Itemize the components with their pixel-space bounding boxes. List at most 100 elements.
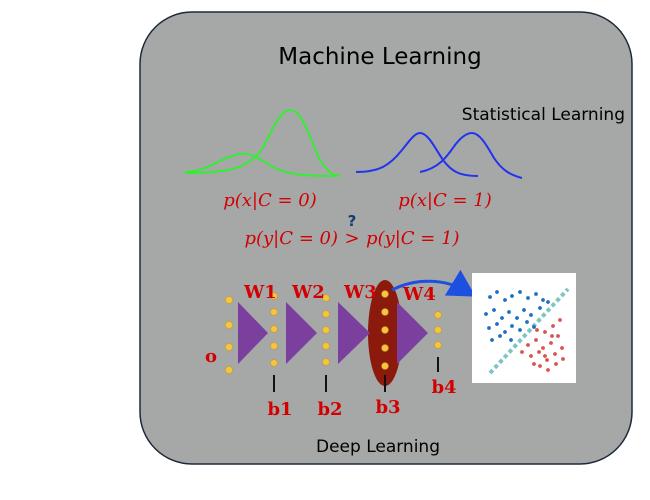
scatter-point xyxy=(490,338,494,342)
scatter-point xyxy=(551,324,555,328)
scatter-point xyxy=(500,316,504,320)
scatter-inset xyxy=(472,273,576,383)
decision-boundary xyxy=(488,287,570,375)
scatter-point xyxy=(545,358,549,362)
scatter-point xyxy=(529,313,533,317)
input-label: o xyxy=(205,346,217,367)
weight-label-4: W4 xyxy=(402,284,436,305)
prob-class1-label: p(x|C = 1) xyxy=(398,190,492,211)
weight-label-3: W3 xyxy=(343,282,377,303)
scatter-point xyxy=(532,325,536,329)
scatter-point xyxy=(546,368,550,372)
neuron xyxy=(322,342,330,350)
bias-label-2: b2 xyxy=(317,399,342,420)
neuron xyxy=(381,344,389,352)
comparison-right: p(y|C = 1) xyxy=(366,228,460,249)
scatter-point xyxy=(543,354,547,358)
neuron xyxy=(434,326,442,334)
prob-class0-label: p(x|C = 0) xyxy=(223,190,317,211)
layer-arrow-3 xyxy=(338,302,370,364)
neuron xyxy=(322,326,330,334)
class0-curve-large xyxy=(184,108,341,177)
neuron xyxy=(434,341,442,349)
class0-points xyxy=(520,318,565,372)
scatter-point xyxy=(518,328,522,332)
scatter-point xyxy=(553,352,557,356)
scatter-point xyxy=(534,292,538,296)
neuron xyxy=(270,325,278,333)
scatter-point xyxy=(556,334,560,338)
scatter-point xyxy=(503,330,507,334)
scatter-point xyxy=(526,296,530,300)
scatter-point xyxy=(529,354,533,358)
scatter-point xyxy=(515,316,519,320)
neuron xyxy=(381,290,389,298)
deep-learning-label: Deep Learning xyxy=(316,437,440,457)
scatter-point xyxy=(495,290,499,294)
scatter-point xyxy=(492,308,496,312)
scatter-point xyxy=(538,306,542,310)
scatter-point xyxy=(543,330,547,334)
page-title: Machine Learning xyxy=(278,44,481,70)
scatter-point xyxy=(522,308,526,312)
class0-distributions xyxy=(184,108,341,177)
neuron xyxy=(381,326,389,334)
scatter-point xyxy=(487,326,491,330)
scatter-point xyxy=(498,334,502,338)
pointer-arrow xyxy=(391,269,476,297)
scatter-point xyxy=(507,310,511,314)
neuron xyxy=(322,358,330,366)
layer-arrow-4 xyxy=(397,302,428,364)
scatter-point xyxy=(541,346,545,350)
layer-arrow-2 xyxy=(286,302,317,364)
neuron xyxy=(322,294,330,302)
weight-label-2: W2 xyxy=(291,282,325,303)
layer-1-neurons xyxy=(270,292,278,367)
neuron xyxy=(225,366,233,374)
scatter-point xyxy=(537,350,541,354)
scatter-point xyxy=(510,294,514,298)
neuron xyxy=(381,308,389,316)
scatter-point xyxy=(541,298,545,302)
class1-points xyxy=(484,290,550,342)
scatter-point xyxy=(560,346,564,350)
scatter-point xyxy=(488,295,492,299)
class1-distributions xyxy=(355,131,523,179)
scatter-point xyxy=(503,298,507,302)
scatter-point xyxy=(525,320,529,324)
scatter-point xyxy=(495,322,499,326)
layer-arrow-1 xyxy=(238,302,268,364)
scatter-point xyxy=(518,290,522,294)
scatter-point xyxy=(550,334,554,338)
neuron xyxy=(270,359,278,367)
class1-curve-right xyxy=(419,131,523,179)
layer-0-neurons xyxy=(225,296,233,374)
comparison-left: p(y|C = 0) xyxy=(244,228,338,249)
neuron xyxy=(270,292,278,300)
weight-label-1: W1 xyxy=(243,282,277,303)
scatter-point xyxy=(534,338,538,342)
neuron xyxy=(225,343,233,351)
scatter-point xyxy=(561,357,565,361)
statistical-learning-label: Statistical Learning xyxy=(462,105,625,125)
scatter-point xyxy=(510,324,514,328)
scatter-point xyxy=(558,318,562,322)
neural-network: o W1 W2 W3 W4 b1 b2 b3 b4 xyxy=(205,280,457,420)
bias-label-1: b1 xyxy=(267,399,292,420)
scatter-point xyxy=(520,350,524,354)
scatter-point xyxy=(546,300,550,304)
bias-label-3: b3 xyxy=(375,397,400,418)
layer-2-neurons xyxy=(322,294,330,366)
neuron xyxy=(225,296,233,304)
layer-4-neurons xyxy=(434,311,442,349)
scatter-point xyxy=(535,328,539,332)
neuron xyxy=(322,310,330,318)
bias-label-4: b4 xyxy=(431,377,456,398)
scatter-point xyxy=(554,362,558,366)
neuron xyxy=(225,321,233,329)
scatter-point xyxy=(484,312,488,316)
scatter-point xyxy=(532,362,536,366)
neuron xyxy=(381,362,389,370)
scatter-point xyxy=(509,338,513,342)
